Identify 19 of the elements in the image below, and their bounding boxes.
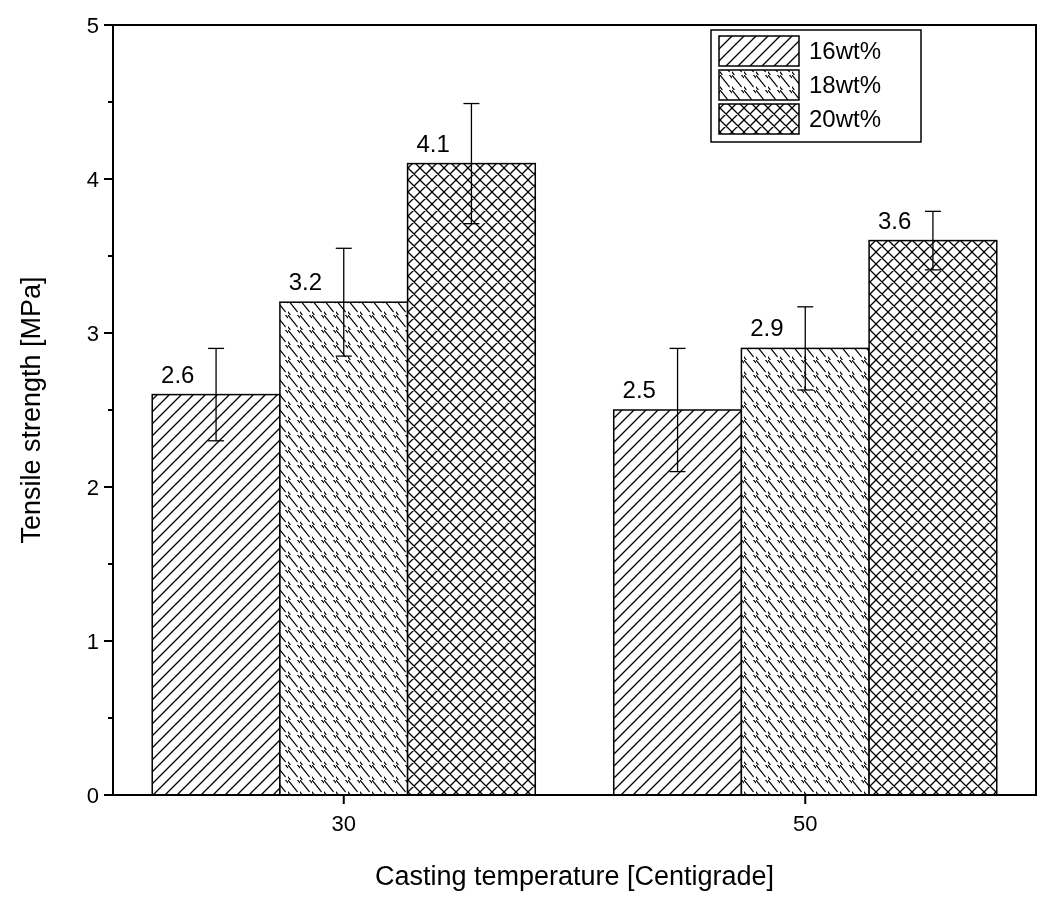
legend-label: 18wt% bbox=[809, 71, 882, 99]
legend-label: 20wt% bbox=[809, 105, 882, 133]
x-tick-label: 50 bbox=[793, 811, 818, 836]
y-tick-label: 5 bbox=[86, 12, 99, 38]
data-label: 2.9 bbox=[750, 314, 784, 342]
data-label: 4.1 bbox=[416, 129, 450, 157]
data-label: 3.2 bbox=[288, 268, 323, 296]
data-label: 2.5 bbox=[622, 376, 656, 403]
x-tick-label: 30 bbox=[331, 811, 356, 836]
data-label: 3.6 bbox=[877, 206, 912, 234]
y-tick-label: 2 bbox=[86, 474, 99, 500]
y-axis-title: Tensile strength [MPa] bbox=[16, 276, 46, 544]
y-tick-label: 4 bbox=[86, 166, 99, 192]
y-tick-label: 0 bbox=[86, 782, 99, 808]
x-axis-title: Casting temperature [Centigrade] bbox=[374, 861, 775, 891]
data-label: 2.6 bbox=[161, 360, 195, 388]
legend-label: 16wt% bbox=[809, 37, 882, 65]
y-tick-label: 1 bbox=[86, 628, 99, 654]
y-tick-label: 3 bbox=[86, 320, 99, 346]
